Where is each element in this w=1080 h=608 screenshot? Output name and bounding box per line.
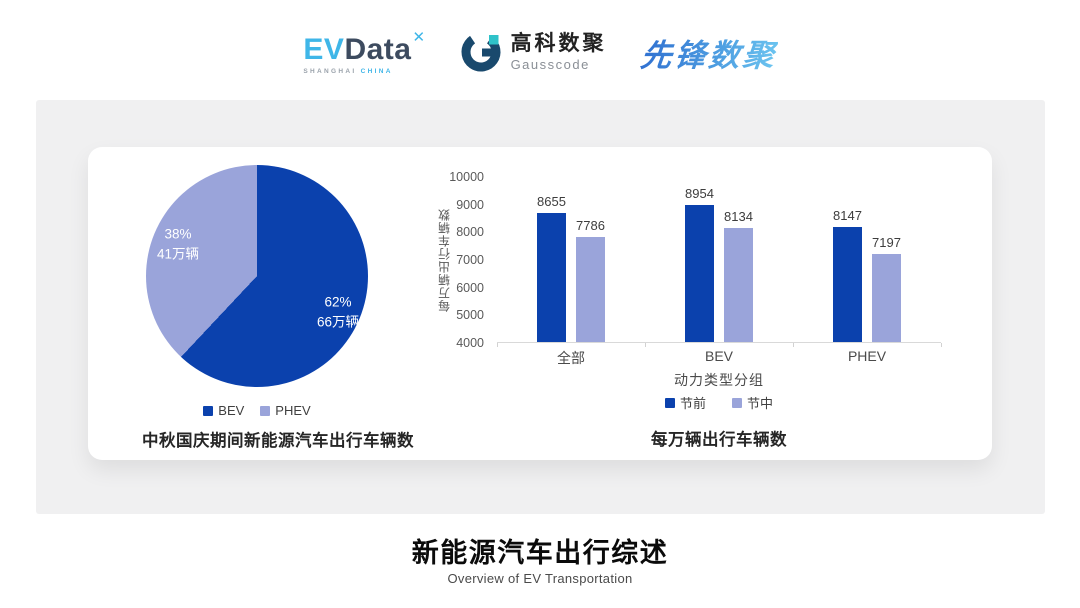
x-axis-tick	[497, 343, 498, 347]
pioneer-logo: 先锋数聚	[638, 30, 779, 75]
bar-chart-title: 每万辆出行车辆数	[651, 431, 787, 449]
x-category-label-全部: 全部	[557, 350, 585, 366]
gray-panel: 62% 66万辆 38% 41万辆 BEV PHEV 中秋国庆期间新能源汽车出行车辆数 …	[36, 100, 1045, 514]
header-logos: EVData✕ SHANGHAI CHINA 高科数聚 Gausscode 先锋…	[0, 20, 1080, 84]
pie-slice-label-bev: 62% 66万辆	[316, 294, 360, 329]
y-tick-label: 10000	[449, 170, 484, 184]
bar-group-PHEV: 8147 7197	[793, 177, 941, 342]
y-tick-label: 7000	[456, 253, 484, 267]
legend-label: 节中	[747, 396, 774, 411]
bar-节中-全部	[576, 237, 605, 342]
evdata-data-text: Data	[344, 32, 412, 66]
x-axis-tick	[793, 343, 794, 347]
legend-label: BEV	[218, 403, 245, 418]
pie-chart-title: 中秋国庆期间新能源汽车出行车辆数	[142, 432, 414, 450]
bar-plot-area: 8655 7786 8954 8134 8147 7197	[497, 177, 942, 347]
x-category-label-PHEV: PHEV	[847, 348, 887, 364]
bar-legend: 节前 节中	[497, 393, 941, 412]
bar-group-BEV: 8954 8134	[645, 177, 793, 342]
bar-节中-BEV	[724, 227, 753, 342]
x-category-label-BEV: BEV	[704, 348, 733, 364]
gausscode-g-icon	[461, 32, 501, 72]
y-tick-label: 9000	[456, 197, 484, 212]
pie-legend: BEV PHEV	[146, 403, 368, 418]
bar-value-label: 7786	[576, 218, 605, 234]
legend-label: PHEV	[275, 403, 311, 418]
evdata-subtitle: SHANGHAI CHINA	[303, 68, 392, 75]
bar-x-categories: 全部 BEV PHEV	[497, 348, 941, 368]
x-axis-tick	[645, 343, 646, 347]
y-tick-label: 4000	[456, 336, 484, 350]
bar-节前-PHEV	[833, 227, 862, 342]
bar-value-label: 8147	[833, 208, 862, 224]
x-axis-tick	[941, 343, 942, 347]
gausscode-en-name: Gausscode	[510, 56, 590, 72]
evdata-spark-icon: ✕	[412, 28, 426, 46]
evdata-wordmark: EVData✕	[303, 30, 425, 65]
legend-item-PHEV: PHEV	[260, 403, 311, 418]
bar-节前-全部	[537, 213, 566, 342]
evdata-sub-shanghai: SHANGHAI	[303, 67, 357, 75]
gausscode-text: 高科数聚 Gausscode	[511, 32, 607, 71]
evdata-sub-china: CHINA	[360, 67, 393, 75]
legend-item-节前: 节前	[664, 393, 706, 412]
bar-column: 7197	[872, 235, 901, 342]
bar-group-全部: 8655 7786	[497, 177, 645, 342]
bar-value-label: 7197	[872, 234, 901, 250]
legend-label: 节前	[679, 396, 706, 411]
y-tick-label: 5000	[456, 308, 484, 323]
bar-y-ticks: 10000 9000 8000 7000 6000 5000 4000	[428, 170, 484, 350]
legend-item-节中: 节中	[732, 393, 773, 412]
pie-chart: 62% 66万辆 38% 41万辆 BEV PHEV 中秋国庆期间新能源汽车出行车辆数	[88, 147, 468, 460]
y-tick-label: 8000	[456, 225, 484, 240]
bar-x-axis-label: 动力类型分组	[674, 372, 764, 388]
legend-swatch-icon	[203, 405, 214, 416]
bar-value-label: 8134	[724, 208, 753, 224]
bar-column: 8147	[833, 208, 862, 342]
page-subtitle: Overview of EV Transportation	[447, 571, 633, 586]
pie-slice-label-phev: 38% 41万辆	[156, 226, 200, 261]
evdata-ev-text: EV	[303, 32, 345, 66]
bar-节中-PHEV	[872, 253, 901, 342]
page-title: 新能源汽车出行综述	[411, 538, 669, 568]
bar-节前-BEV	[685, 204, 714, 342]
bar-column: 8134	[724, 209, 753, 342]
y-tick-label: 6000	[456, 280, 484, 295]
evdata-logo: EVData✕ SHANGHAI CHINA	[303, 30, 425, 75]
gausscode-cn-name: 高科数聚	[510, 32, 607, 56]
pie-graphic	[146, 165, 368, 387]
legend-item-BEV: BEV	[203, 403, 244, 418]
charts-card: 62% 66万辆 38% 41万辆 BEV PHEV 中秋国庆期间新能源汽车出行车辆数 …	[88, 147, 992, 460]
bar-column: 8954	[685, 186, 714, 342]
bar-column: 7786	[576, 218, 605, 342]
bar-column: 8655	[537, 194, 566, 342]
legend-swatch-icon	[260, 405, 271, 416]
bar-value-label: 8954	[685, 185, 714, 201]
gausscode-logo: 高科数聚 Gausscode	[460, 31, 607, 73]
legend-swatch-icon	[732, 397, 742, 408]
legend-swatch-icon	[664, 397, 675, 408]
bar-value-label: 8655	[537, 194, 566, 210]
